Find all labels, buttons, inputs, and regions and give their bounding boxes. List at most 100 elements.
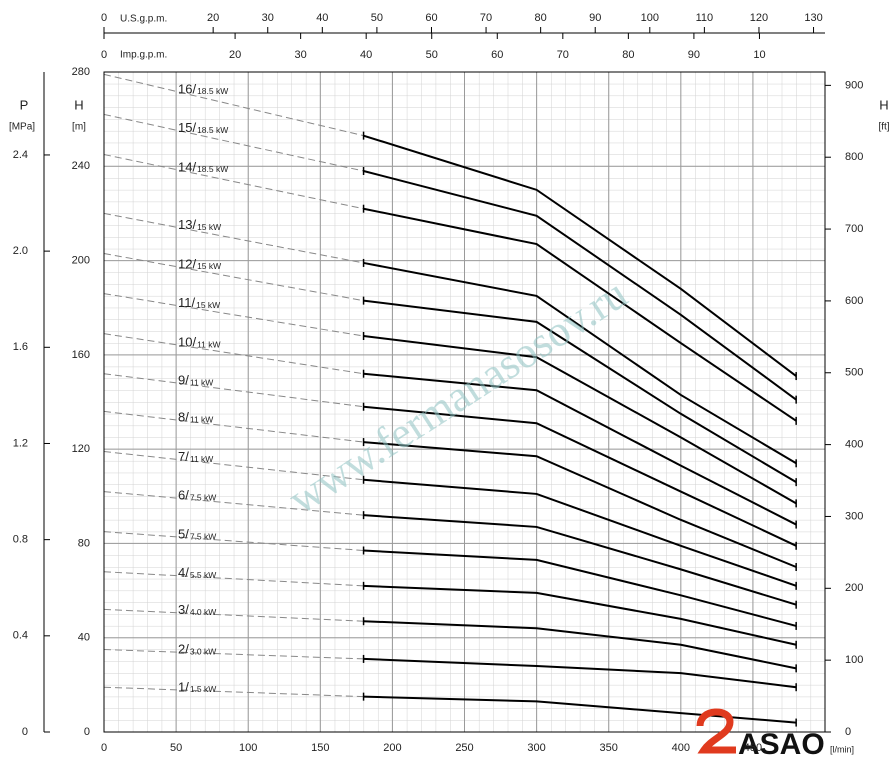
imp-tick-label: 70 [557, 49, 569, 61]
curve-power: 11 kW [197, 339, 220, 349]
curve-power: 18.5 kW [197, 164, 228, 174]
pump-curve [363, 441, 797, 568]
p-tick-label: 0 [22, 726, 28, 738]
y2-tick-label: 700 [845, 223, 863, 235]
curve-power: 11 kW [190, 454, 213, 464]
us-label: U.S.g.p.m. [120, 14, 167, 25]
p-tick-label: 0.8 [13, 534, 28, 546]
curve-power: 11 kW [190, 377, 213, 387]
x-tick-label: 450 [744, 742, 762, 754]
imp-tick-label: 0 [101, 49, 107, 61]
x-tick-label: 200 [383, 742, 401, 754]
imp-tick-label: 20 [229, 49, 241, 61]
curve-extension [103, 212, 364, 264]
y2-tick-label: 0 [845, 726, 851, 738]
curve-label: 6/ [178, 488, 189, 503]
curve-power: 15 kW [197, 261, 221, 271]
y-tick-label: 280 [72, 66, 90, 78]
curve-power: 7.5 kW [190, 531, 216, 541]
pump-curve [363, 584, 797, 646]
curve-label: 4/ [178, 565, 189, 580]
curve-label: 16/ [178, 81, 196, 96]
pump-curve [363, 695, 797, 724]
y-tick-label: 0 [84, 726, 90, 738]
x-tick-label: 150 [311, 742, 329, 754]
p-tick-label: 1.6 [13, 341, 28, 353]
imp-tick-label: 50 [426, 49, 438, 61]
curve-power: 18.5 kW [197, 86, 228, 96]
curve-extension [103, 154, 364, 210]
x-tick-label: 50 [170, 742, 182, 754]
x-tick-label: 300 [527, 742, 545, 754]
x-tick-label: 250 [455, 742, 473, 754]
y2-tick-label: 500 [845, 367, 863, 379]
y2-tick-label: 300 [845, 510, 863, 522]
us-tick-label: 80 [535, 12, 547, 24]
y2-unit: [ft] [878, 122, 889, 133]
curve-label: 8/ [178, 410, 189, 425]
us-tick-label: 40 [316, 12, 328, 24]
curve-power: 15 kW [196, 300, 220, 310]
p-unit: [MPa] [9, 122, 35, 133]
imp-tick-label: 30 [295, 49, 307, 61]
pump-curve [363, 170, 797, 401]
curve-power: 18.5 kW [197, 125, 228, 135]
y2-tick-label: 100 [845, 654, 863, 666]
p-tick-label: 1.2 [13, 437, 28, 449]
y2-tick-label: 800 [845, 151, 863, 163]
imp-tick-label: 10 [753, 49, 765, 61]
us-tick-label: 0 [101, 12, 107, 24]
us-tick-label: 100 [641, 12, 659, 24]
x-tick-label: 0 [101, 742, 107, 754]
curve-label: 12/ [178, 256, 196, 271]
imp-tick-label: 80 [622, 49, 634, 61]
y2-label: H [879, 97, 888, 112]
curve-label: 10/ [178, 335, 196, 350]
logo-icon [696, 708, 736, 754]
plot-frame [103, 71, 826, 733]
pump-curve [363, 405, 797, 547]
curve-power: 11 kW [190, 414, 213, 424]
us-tick-label: 130 [804, 12, 822, 24]
imp-tick-label: 40 [360, 49, 372, 61]
y2-tick-label: 200 [845, 582, 863, 594]
curve-label: 14/ [178, 159, 196, 174]
x-label: [l/min] [830, 744, 854, 754]
y-tick-label: 40 [78, 632, 90, 644]
p-tick-label: 2.0 [13, 245, 28, 257]
curve-label: 7/ [178, 449, 189, 464]
us-tick-label: 50 [371, 12, 383, 24]
x-tick-label: 350 [600, 742, 618, 754]
curve-power: 15 kW [197, 222, 221, 232]
pump-curve [363, 478, 797, 587]
y-tick-label: 160 [72, 349, 90, 361]
pump-curve [363, 335, 797, 505]
pump-curve [363, 207, 797, 422]
curve-power: 3.0 kW [190, 646, 216, 656]
us-tick-label: 70 [480, 12, 492, 24]
curve-extension [103, 73, 364, 137]
curve-label: 5/ [178, 526, 189, 541]
pump-curve [363, 134, 797, 377]
y-unit: [m] [72, 122, 86, 133]
curve-label: 2/ [178, 642, 189, 657]
us-tick-label: 110 [696, 12, 714, 24]
imp-tick-label: 60 [491, 49, 503, 61]
pump-curve [363, 372, 797, 526]
curves [103, 73, 797, 727]
pump-curve [363, 657, 797, 689]
y-tick-label: 120 [72, 443, 90, 455]
us-tick-label: 60 [425, 12, 437, 24]
pump-curve [363, 620, 797, 670]
y-label: H [74, 97, 83, 112]
curve-power: 5.5 kW [190, 570, 216, 580]
curve-label: 15/ [178, 120, 196, 135]
pump-curve [363, 549, 797, 627]
us-tick-label: 120 [750, 12, 768, 24]
curve-label: 3/ [178, 602, 189, 617]
imp-tick-label: 90 [688, 49, 700, 61]
curve-power: 7.5 kW [190, 493, 216, 503]
curve-extension [103, 113, 364, 172]
us-tick-label: 90 [589, 12, 601, 24]
